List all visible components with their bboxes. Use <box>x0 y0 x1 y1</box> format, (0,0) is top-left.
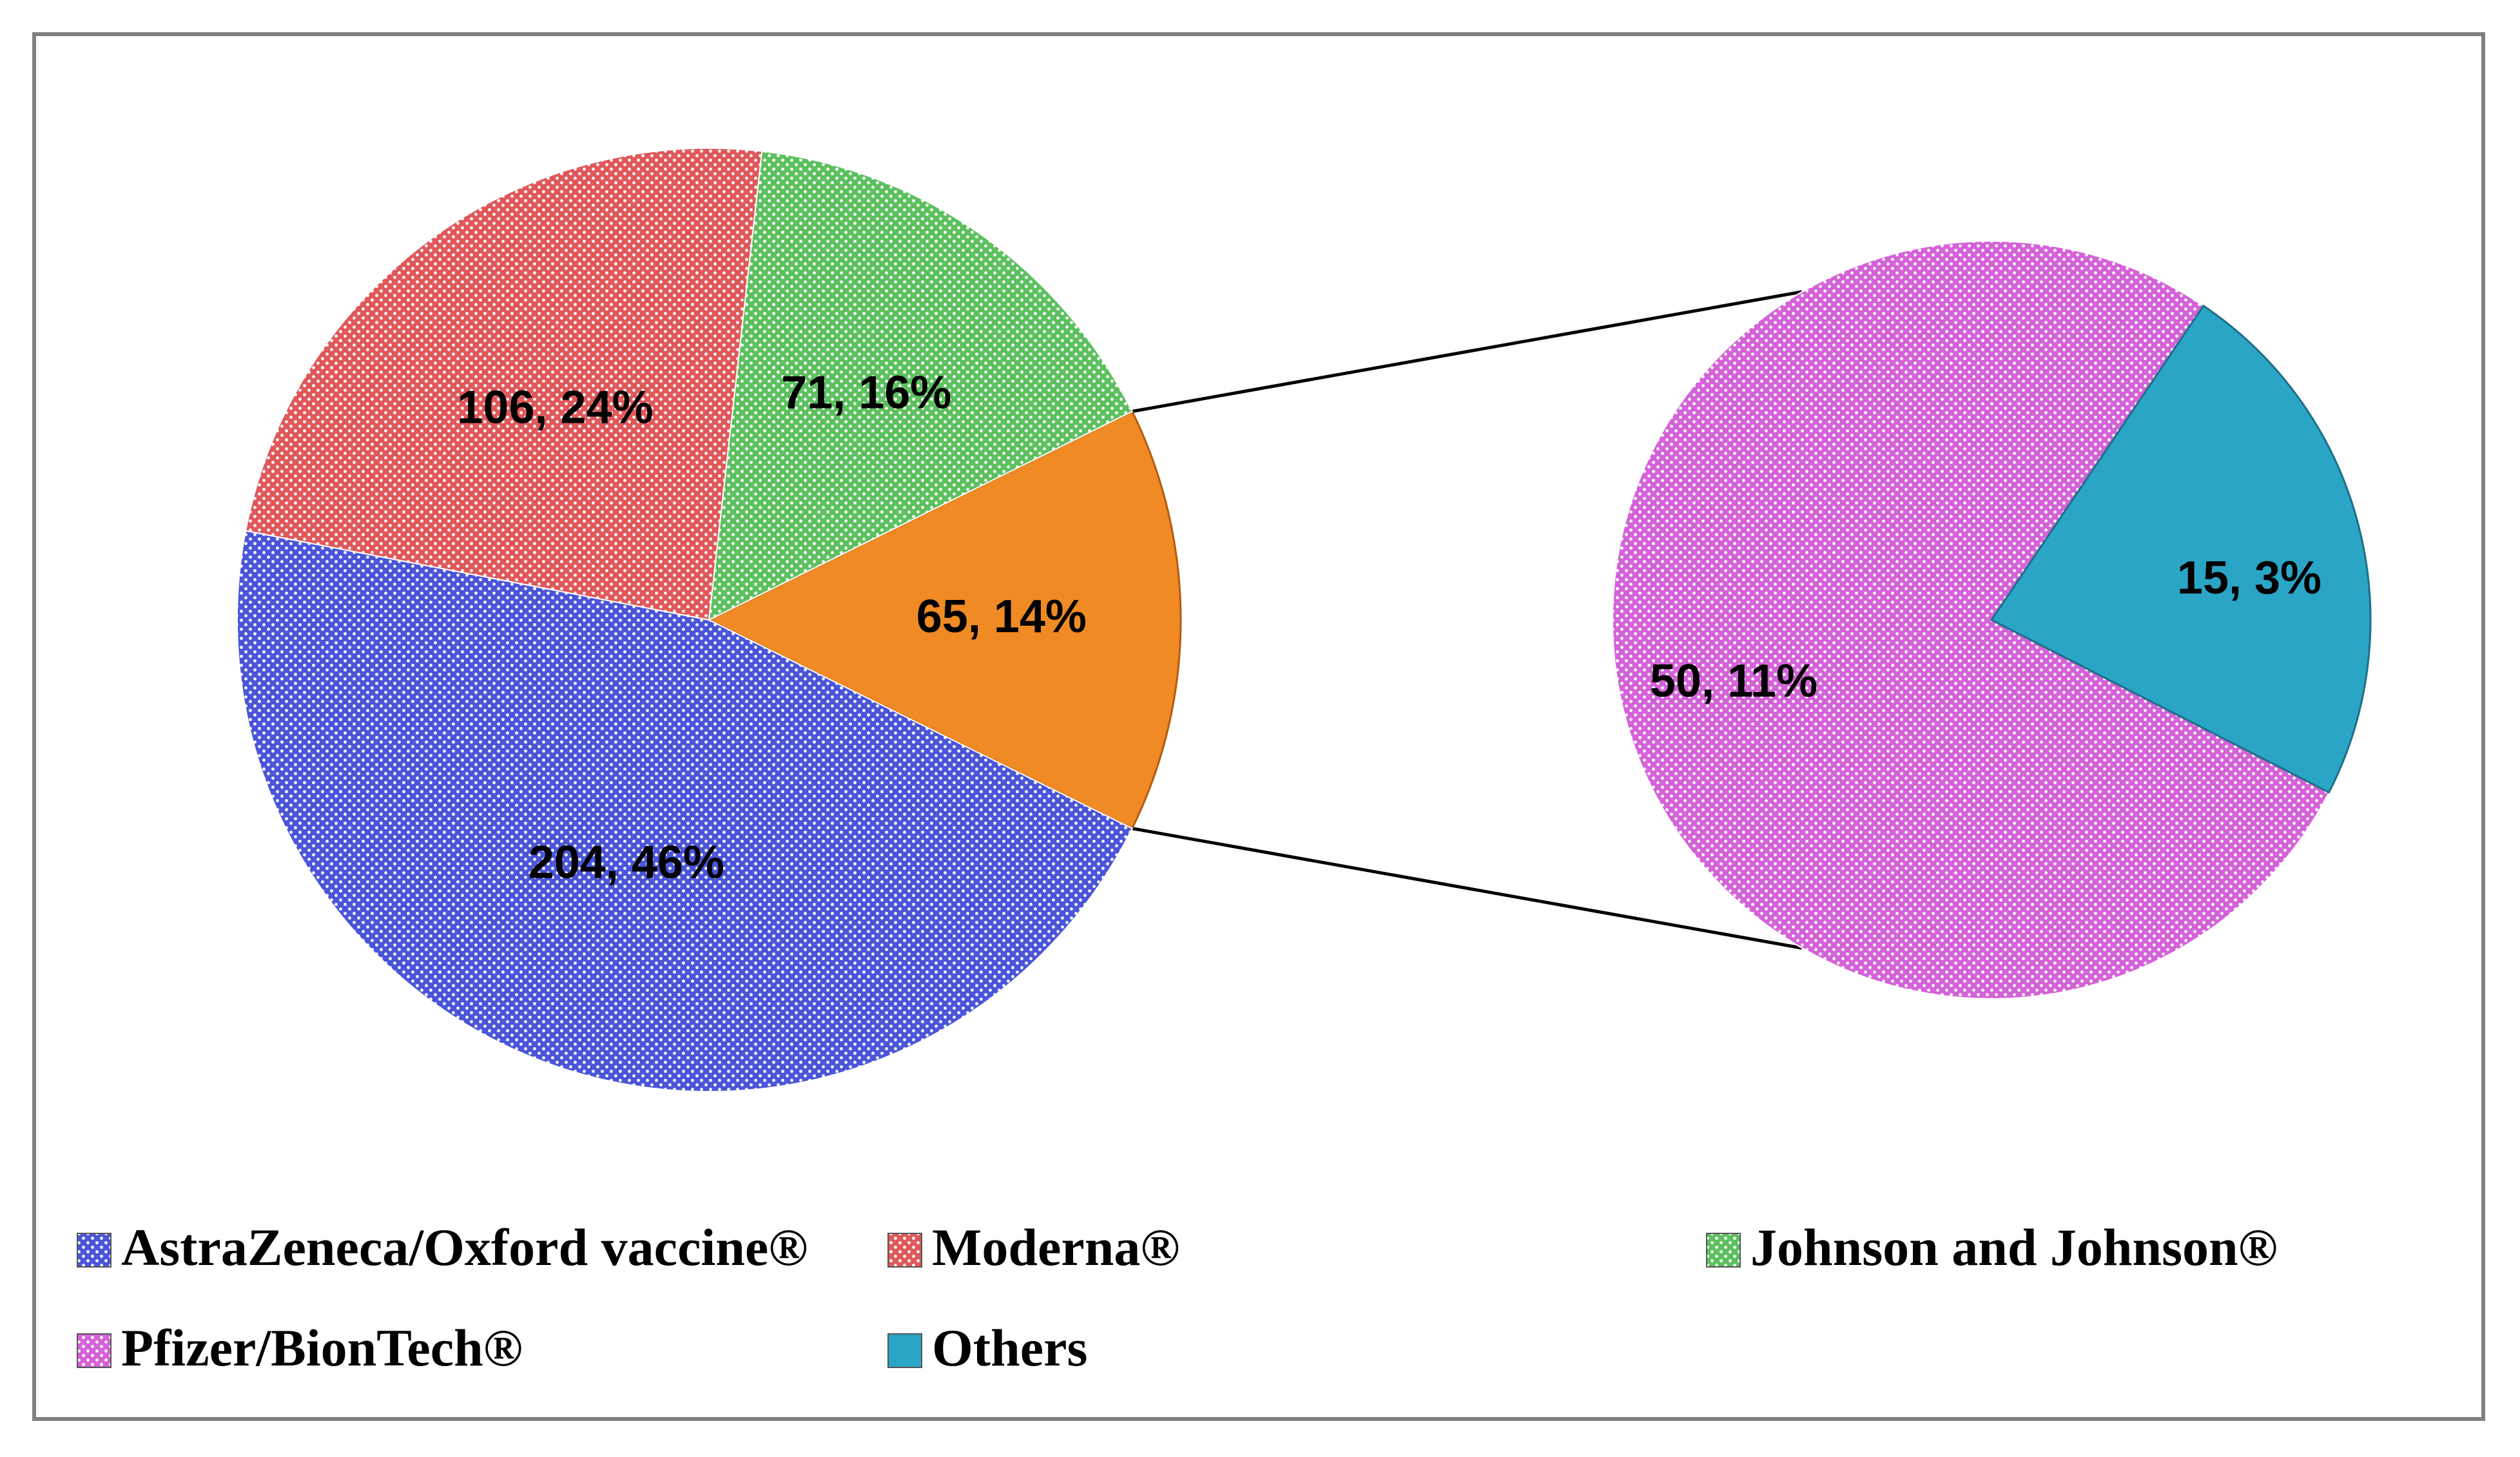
connector-lines <box>1132 290 1803 950</box>
primary-pie <box>237 148 1182 1092</box>
data-labels: 65, 14% 204, 46% 106, 24% 71, 16% 50, 11% 15,… <box>457 367 2321 889</box>
legend-label-pfizer-biontech: Pfizer/BionTech® <box>121 1318 523 1377</box>
legend: AstraZeneca/Oxford vaccine® Moderna® Johns… <box>77 1218 2278 1377</box>
data-label-johnson-and-johnson: 71, 16% <box>781 367 951 419</box>
data-label-other: 65, 14% <box>916 591 1087 642</box>
legend-item-moderna: Moderna® <box>887 1218 1180 1277</box>
data-label-others: 15, 3% <box>2177 552 2321 604</box>
legend-item-johnson-and-johnson: Johnson and Johnson® <box>1706 1218 2278 1277</box>
legend-item-others: Others <box>887 1318 1087 1377</box>
connector-line-top <box>1132 290 1803 413</box>
slice-pfizer-biontech <box>1612 240 2330 999</box>
legend-label-moderna: Moderna® <box>932 1218 1180 1277</box>
slice-johnson-and-johnson <box>708 150 1133 621</box>
legend-swatch-astrazeneca-oxford-vaccine <box>77 1233 111 1268</box>
connector-line-bottom <box>1132 827 1803 950</box>
secondary-pie <box>1612 240 2372 999</box>
legend-label-astrazeneca-oxford-vaccine: AstraZeneca/Oxford vaccine® <box>121 1218 808 1277</box>
legend-swatch-moderna <box>887 1233 922 1268</box>
slice-other <box>706 410 1182 830</box>
legend-swatch-johnson-and-johnson <box>1706 1233 1741 1268</box>
legend-swatch-others <box>887 1333 922 1368</box>
data-label-pfizer-biontech: 50, 11% <box>1650 655 1817 707</box>
legend-label-others: Others <box>932 1318 1087 1377</box>
slice-moderna <box>245 148 763 621</box>
slice-others <box>1990 304 2372 794</box>
slice-astrazeneca-oxford-vaccine <box>237 530 1133 1092</box>
legend-label-johnson-and-johnson: Johnson and Johnson® <box>1750 1218 2278 1277</box>
data-label-astrazeneca-oxford-vaccine: 204, 46% <box>528 837 724 889</box>
legend-item-pfizer-biontech: Pfizer/BionTech® <box>77 1318 523 1377</box>
legend-swatch-pfizer-biontech <box>77 1333 111 1368</box>
legend-item-astrazeneca-oxford-vaccine: AstraZeneca/Oxford vaccine® <box>77 1218 808 1277</box>
data-label-moderna: 106, 24% <box>457 382 653 434</box>
